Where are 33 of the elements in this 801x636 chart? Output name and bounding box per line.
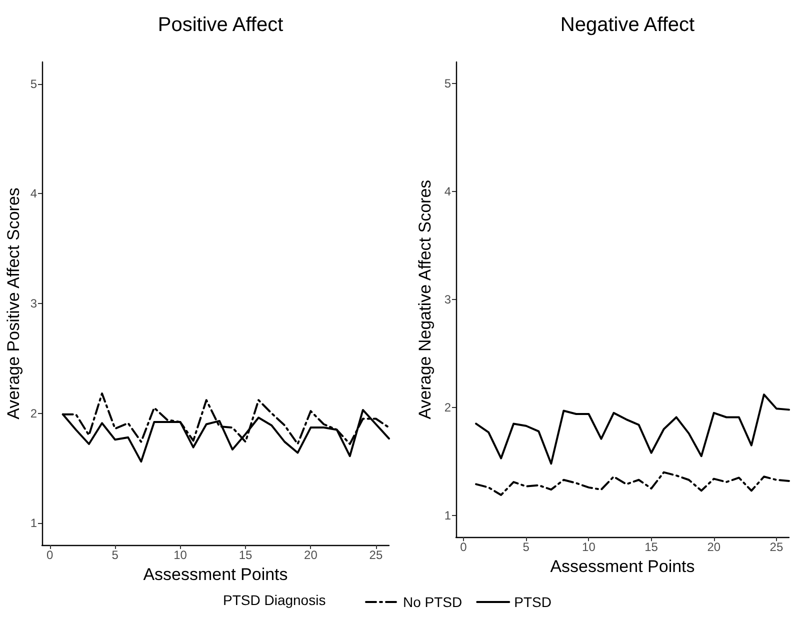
x-tick-label: 15	[644, 540, 658, 554]
y-tick-label: 1	[30, 516, 38, 530]
x-tick-label: 15	[238, 548, 252, 562]
line-series	[475, 394, 790, 465]
y-tick-label: 4	[444, 184, 452, 199]
y-tick-label: 2	[30, 406, 38, 420]
line-series	[475, 471, 790, 496]
y-tick-label: 3	[444, 292, 452, 307]
x-axis-title: Assessment Points	[550, 557, 695, 576]
y-tick-label: 5	[444, 76, 452, 91]
y-axis-title: Average Positive Affect Scores	[4, 188, 23, 420]
x-axis-title: Assessment Points	[143, 564, 288, 584]
legend-title: PTSD Diagnosis	[223, 592, 326, 608]
x-tick-label: 0	[46, 548, 54, 562]
chart-title: Negative Affect	[560, 14, 696, 36]
x-tick-label: 0	[460, 540, 468, 554]
y-tick-label: 2	[444, 400, 452, 415]
legend-label: PTSD	[514, 594, 552, 610]
x-tick-label: 20	[707, 540, 721, 554]
x-tick-label: 5	[522, 540, 530, 554]
x-tick-label: 25	[369, 548, 383, 562]
legend-label: No PTSD	[403, 594, 462, 610]
y-tick-label: 4	[30, 186, 38, 201]
chart-title: Positive Affect	[158, 14, 284, 36]
y-tick-label: 3	[30, 296, 38, 310]
x-tick-label: 10	[174, 548, 188, 562]
x-tick-label: 5	[112, 548, 119, 562]
x-tick-label: 10	[582, 540, 596, 554]
y-axis-title: Average Negative Affect Scores	[415, 180, 434, 420]
y-tick-label: 1	[444, 508, 452, 523]
y-tick-label: 5	[30, 76, 38, 91]
x-tick-label: 25	[770, 540, 784, 554]
x-tick-label: 20	[304, 548, 318, 562]
